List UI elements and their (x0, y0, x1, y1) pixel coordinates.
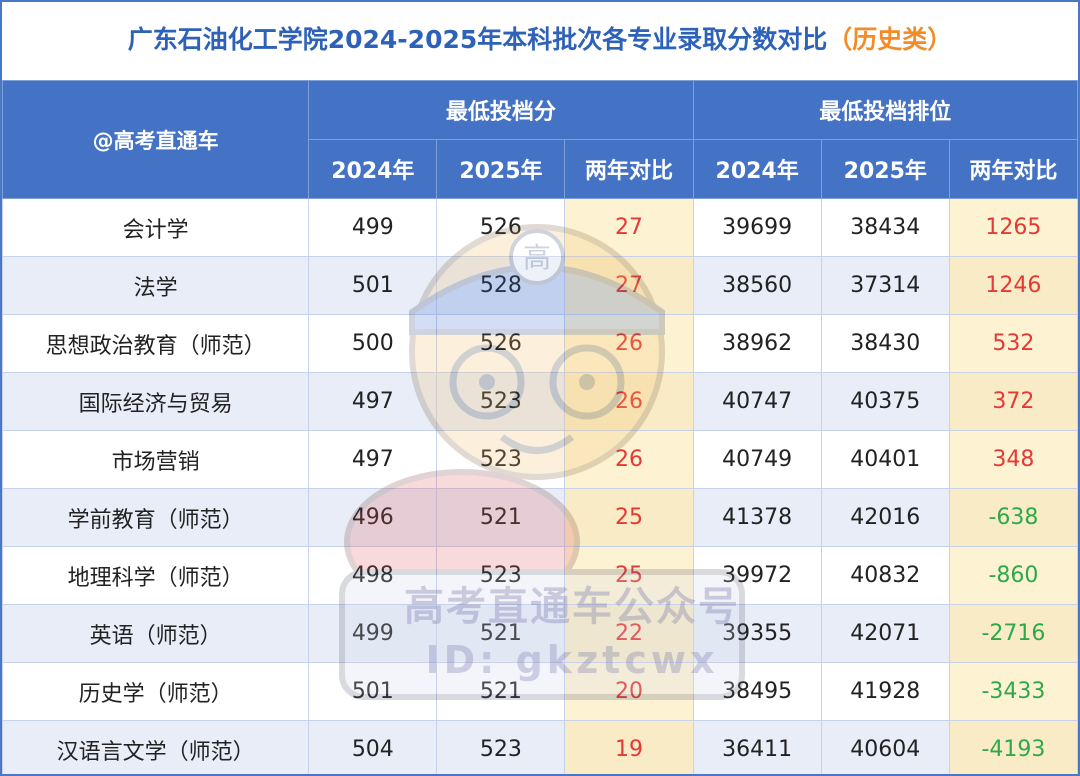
score-diff-cell: 27 (564, 256, 694, 315)
score-diff-cell: 27 (564, 198, 694, 257)
table-row: 历史学（师范） 501 521 20 38495 41928 -3433 (2, 662, 1078, 721)
rank-2024-cell: 38560 (692, 256, 822, 315)
rank-2025-cell: 38434 (820, 198, 950, 257)
table-row: 思想政治教育（师范） 500 526 26 38962 38430 532 (2, 314, 1078, 373)
table-row: 会计学 499 526 27 39699 38434 1265 (2, 198, 1078, 257)
major-name-cell: 会计学 (2, 198, 310, 257)
score-2024-cell: 504 (308, 720, 438, 774)
rank-diff-cell: -4193 (948, 720, 1078, 774)
header-rank-2024: 2024年 (692, 139, 822, 199)
rank-2024-cell: 40749 (692, 430, 822, 489)
major-name-cell: 历史学（师范） (2, 662, 310, 721)
group-header-min-score: 最低投档分 (308, 80, 694, 140)
title-subject-category: （历史类） (827, 25, 953, 54)
rank-2024-cell: 39699 (692, 198, 822, 257)
header-score-2024: 2024年 (308, 139, 438, 199)
score-2024-cell: 501 (308, 662, 438, 721)
rank-2025-cell: 42071 (820, 604, 950, 663)
score-2025-cell: 526 (436, 198, 566, 257)
header-score-diff: 两年对比 (564, 139, 694, 199)
score-2025-cell: 526 (436, 314, 566, 373)
table-row: 学前教育（师范） 496 521 25 41378 42016 -638 (2, 488, 1078, 547)
header-score-2025: 2025年 (436, 139, 566, 199)
score-diff-cell: 26 (564, 372, 694, 431)
rank-diff-cell: 348 (948, 430, 1078, 489)
table-row: 市场营销 497 523 26 40749 40401 348 (2, 430, 1078, 489)
title-main: 广东石油化工学院2024-2025年本科批次各专业录取分数对比 (127, 25, 828, 54)
score-diff-cell: 25 (564, 546, 694, 605)
table-row: 英语（师范） 499 521 22 39355 42071 -2716 (2, 604, 1078, 663)
major-name-cell: 国际经济与贸易 (2, 372, 310, 431)
major-name-cell: 市场营销 (2, 430, 310, 489)
score-diff-cell: 26 (564, 314, 694, 373)
score-2024-cell: 498 (308, 546, 438, 605)
score-2025-cell: 523 (436, 372, 566, 431)
score-2024-cell: 497 (308, 372, 438, 431)
header-rank-diff: 两年对比 (948, 139, 1078, 199)
header-rank-2025: 2025年 (820, 139, 950, 199)
major-name-cell: 汉语言文学（师范） (2, 720, 310, 774)
rank-diff-cell: -860 (948, 546, 1078, 605)
score-2025-cell: 523 (436, 720, 566, 774)
major-name-cell: 英语（师范） (2, 604, 310, 663)
group-header-min-rank: 最低投档排位 (692, 80, 1078, 140)
table-row: 汉语言文学（师范） 504 523 19 36411 40604 -4193 (2, 720, 1078, 774)
rank-2025-cell: 42016 (820, 488, 950, 547)
score-2025-cell: 528 (436, 256, 566, 315)
major-name-cell: 学前教育（师范） (2, 488, 310, 547)
admission-score-table: @高考直通车 最低投档分 最低投档排位 2024年 2025年 两年对比 202… (2, 80, 1078, 774)
table-body: 会计学 499 526 27 39699 38434 1265 法学 501 5… (2, 198, 1078, 774)
major-name-cell: 法学 (2, 256, 310, 315)
rank-2025-cell: 41928 (820, 662, 950, 721)
rank-2025-cell: 40375 (820, 372, 950, 431)
rank-diff-cell: 372 (948, 372, 1078, 431)
score-2025-cell: 521 (436, 662, 566, 721)
table-row: 地理科学（师范） 498 523 25 39972 40832 -860 (2, 546, 1078, 605)
rank-2024-cell: 38962 (692, 314, 822, 373)
rank-2024-cell: 38495 (692, 662, 822, 721)
rank-2024-cell: 40747 (692, 372, 822, 431)
score-diff-cell: 22 (564, 604, 694, 663)
rank-2025-cell: 40604 (820, 720, 950, 774)
brand-header-cell: @高考直通车 (2, 80, 310, 199)
rank-2024-cell: 39972 (692, 546, 822, 605)
rank-diff-cell: 1246 (948, 256, 1078, 315)
rank-2024-cell: 39355 (692, 604, 822, 663)
score-2024-cell: 499 (308, 198, 438, 257)
score-diff-cell: 25 (564, 488, 694, 547)
rank-2024-cell: 41378 (692, 488, 822, 547)
table-row: 国际经济与贸易 497 523 26 40747 40375 372 (2, 372, 1078, 431)
rank-diff-cell: 532 (948, 314, 1078, 373)
score-2024-cell: 501 (308, 256, 438, 315)
rank-diff-cell: -2716 (948, 604, 1078, 663)
score-diff-cell: 26 (564, 430, 694, 489)
score-2024-cell: 500 (308, 314, 438, 373)
rank-diff-cell: -3433 (948, 662, 1078, 721)
rank-2025-cell: 37314 (820, 256, 950, 315)
major-name-cell: 思想政治教育（师范） (2, 314, 310, 373)
score-2024-cell: 496 (308, 488, 438, 547)
rank-2024-cell: 36411 (692, 720, 822, 774)
score-2025-cell: 521 (436, 488, 566, 547)
table-header: @高考直通车 最低投档分 最低投档排位 2024年 2025年 两年对比 202… (2, 80, 1078, 199)
score-diff-cell: 20 (564, 662, 694, 721)
table-row: 法学 501 528 27 38560 37314 1246 (2, 256, 1078, 315)
rank-diff-cell: -638 (948, 488, 1078, 547)
score-2025-cell: 523 (436, 430, 566, 489)
score-2025-cell: 521 (436, 604, 566, 663)
rank-2025-cell: 38430 (820, 314, 950, 373)
rank-2025-cell: 40832 (820, 546, 950, 605)
score-2024-cell: 499 (308, 604, 438, 663)
score-2025-cell: 523 (436, 546, 566, 605)
page-title: 广东石油化工学院2024-2025年本科批次各专业录取分数对比（历史类） (2, 2, 1078, 78)
rank-diff-cell: 1265 (948, 198, 1078, 257)
rank-2025-cell: 40401 (820, 430, 950, 489)
major-name-cell: 地理科学（师范） (2, 546, 310, 605)
score-diff-cell: 19 (564, 720, 694, 774)
score-2024-cell: 497 (308, 430, 438, 489)
